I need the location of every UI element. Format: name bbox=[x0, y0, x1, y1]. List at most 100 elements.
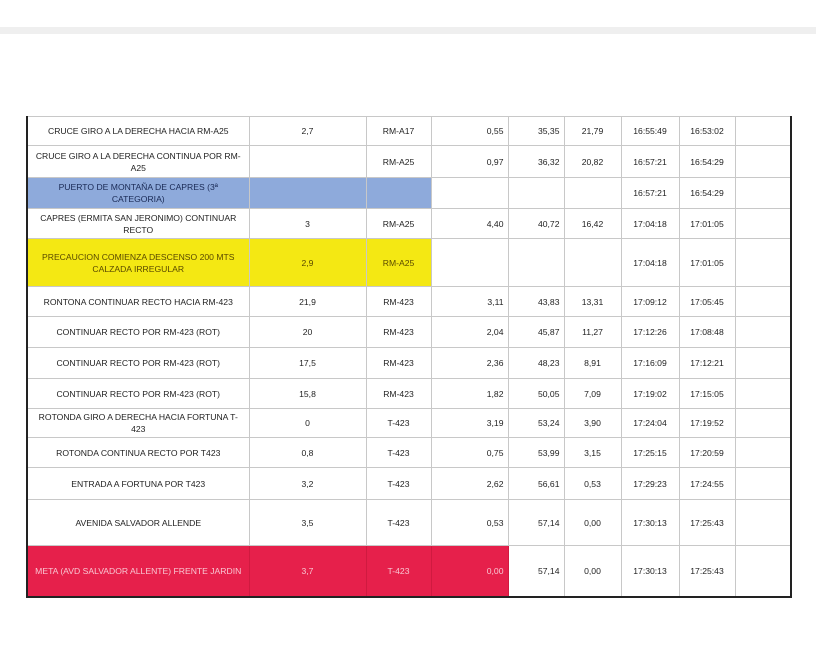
km-partial-cell: 3,7 bbox=[248, 545, 367, 597]
km-partial-cell: 3,5 bbox=[248, 499, 367, 546]
km-remaining-cell: 8,91 bbox=[563, 347, 622, 379]
table-row: ROTONDA GIRO A DERECHA HACIA FORTUNA T-4… bbox=[26, 408, 792, 438]
time-slow-cell: 17:16:09 bbox=[620, 347, 680, 379]
road-cell: RM-A25 bbox=[365, 145, 432, 178]
top-divider-bar bbox=[0, 27, 816, 34]
description-cell: CRUCE GIRO A LA DERECHA CONTINUA POR RM-… bbox=[26, 145, 250, 178]
description-cell: RONTONA CONTINUAR RECTO HACIA RM-423 bbox=[26, 286, 250, 317]
distance-cell: 0,97 bbox=[430, 145, 509, 178]
time-slow-cell: 16:55:49 bbox=[620, 116, 680, 146]
time-fast-cell: 17:12:21 bbox=[678, 347, 736, 379]
distance-cell: 2,04 bbox=[430, 316, 509, 348]
description-cell: CONTINUAR RECTO POR RM-423 (ROT) bbox=[26, 316, 250, 348]
km-partial-cell: 0 bbox=[248, 408, 367, 438]
km-total-cell: 43,83 bbox=[507, 286, 565, 317]
time-fast-cell: 17:08:48 bbox=[678, 316, 736, 348]
time-slow-cell: 17:30:13 bbox=[620, 545, 680, 597]
km-remaining-cell: 3,90 bbox=[563, 408, 622, 438]
distance-cell: 0,00 bbox=[430, 545, 509, 597]
time-fast-cell: 17:24:55 bbox=[678, 467, 736, 500]
km-partial-cell: 20 bbox=[248, 316, 367, 348]
distance-cell: 4,40 bbox=[430, 208, 509, 239]
road-cell: RM-A25 bbox=[365, 238, 432, 287]
description-cell: PRECAUCION COMIENZA DESCENSO 200 MTS CAL… bbox=[26, 238, 250, 287]
km-total-cell: 50,05 bbox=[507, 378, 565, 409]
road-cell: RM-423 bbox=[365, 347, 432, 379]
table-row: ENTRADA A FORTUNA POR T423 3,2 T-423 2,62 56… bbox=[26, 467, 792, 500]
km-remaining-cell: 16,42 bbox=[563, 208, 622, 239]
extra-cell bbox=[734, 378, 792, 409]
distance-cell: 2,62 bbox=[430, 467, 509, 500]
description-cell: ROTONDA CONTINUA RECTO POR T423 bbox=[26, 437, 250, 468]
km-total-cell: 57,14 bbox=[507, 499, 565, 546]
km-total-cell: 45,87 bbox=[507, 316, 565, 348]
extra-cell bbox=[734, 208, 792, 239]
table-row: CRUCE GIRO A LA DERECHA CONTINUA POR RM-… bbox=[26, 145, 792, 178]
description-cell: CRUCE GIRO A LA DERECHA HACIA RM-A25 bbox=[26, 116, 250, 146]
km-remaining-cell bbox=[563, 177, 622, 209]
road-cell: RM-A25 bbox=[365, 208, 432, 239]
km-remaining-cell: 7,09 bbox=[563, 378, 622, 409]
extra-cell bbox=[734, 177, 792, 209]
time-fast-cell: 16:53:02 bbox=[678, 116, 736, 146]
table-row: RONTONA CONTINUAR RECTO HACIA RM-423 21,9… bbox=[26, 286, 792, 317]
time-slow-cell: 17:24:04 bbox=[620, 408, 680, 438]
description-cell: AVENIDA SALVADOR ALLENDE bbox=[26, 499, 250, 546]
road-cell: T-423 bbox=[365, 467, 432, 500]
km-partial-cell bbox=[248, 177, 367, 209]
table-row: CONTINUAR RECTO POR RM-423 (ROT) 17,5 RM-4… bbox=[26, 347, 792, 379]
extra-cell bbox=[734, 116, 792, 146]
km-total-cell: 56,61 bbox=[507, 467, 565, 500]
description-cell: CAPRES (ERMITA SAN JERONIMO) CONTINUAR R… bbox=[26, 208, 250, 239]
km-remaining-cell: 3,15 bbox=[563, 437, 622, 468]
km-partial-cell: 21,9 bbox=[248, 286, 367, 317]
extra-cell bbox=[734, 499, 792, 546]
time-fast-cell: 17:19:52 bbox=[678, 408, 736, 438]
extra-cell bbox=[734, 545, 792, 597]
description-cell: ENTRADA A FORTUNA POR T423 bbox=[26, 467, 250, 500]
table-row: META (AVD SALVADOR ALLENTE) FRENTE JARDI… bbox=[26, 545, 792, 597]
km-remaining-cell bbox=[563, 238, 622, 287]
table-row: CONTINUAR RECTO POR RM-423 (ROT) 20 RM-423… bbox=[26, 316, 792, 348]
distance-cell: 0,53 bbox=[430, 499, 509, 546]
km-remaining-cell: 0,00 bbox=[563, 499, 622, 546]
time-slow-cell: 17:04:18 bbox=[620, 208, 680, 239]
road-cell: T-423 bbox=[365, 545, 432, 597]
km-total-cell bbox=[507, 177, 565, 209]
time-fast-cell: 16:54:29 bbox=[678, 177, 736, 209]
description-cell: PUERTO DE MONTAÑA DE CAPRES (3ª CATEGORI… bbox=[26, 177, 250, 209]
km-remaining-cell: 0,53 bbox=[563, 467, 622, 500]
road-cell: T-423 bbox=[365, 437, 432, 468]
km-partial-cell: 3,2 bbox=[248, 467, 367, 500]
extra-cell bbox=[734, 145, 792, 178]
time-slow-cell: 17:29:23 bbox=[620, 467, 680, 500]
road-cell bbox=[365, 177, 432, 209]
km-partial-cell: 15,8 bbox=[248, 378, 367, 409]
extra-cell bbox=[734, 437, 792, 468]
time-slow-cell: 17:09:12 bbox=[620, 286, 680, 317]
km-partial-cell: 2,9 bbox=[248, 238, 367, 287]
km-total-cell: 35,35 bbox=[507, 116, 565, 146]
route-table-body: CRUCE GIRO A LA DERECHA HACIA RM-A25 2,7 R… bbox=[26, 116, 792, 597]
extra-cell bbox=[734, 467, 792, 500]
table-row: CONTINUAR RECTO POR RM-423 (ROT) 15,8 RM-4… bbox=[26, 378, 792, 409]
time-fast-cell: 17:20:59 bbox=[678, 437, 736, 468]
time-slow-cell: 17:19:02 bbox=[620, 378, 680, 409]
km-remaining-cell: 13,31 bbox=[563, 286, 622, 317]
table-row: PRECAUCION COMIENZA DESCENSO 200 MTS CAL… bbox=[26, 238, 792, 287]
time-slow-cell: 17:30:13 bbox=[620, 499, 680, 546]
time-slow-cell: 16:57:21 bbox=[620, 145, 680, 178]
time-slow-cell: 17:25:15 bbox=[620, 437, 680, 468]
description-cell: CONTINUAR RECTO POR RM-423 (ROT) bbox=[26, 347, 250, 379]
km-total-cell: 40,72 bbox=[507, 208, 565, 239]
time-fast-cell: 17:25:43 bbox=[678, 545, 736, 597]
time-fast-cell: 17:01:05 bbox=[678, 238, 736, 287]
extra-cell bbox=[734, 408, 792, 438]
description-cell: ROTONDA GIRO A DERECHA HACIA FORTUNA T-4… bbox=[26, 408, 250, 438]
time-fast-cell: 17:25:43 bbox=[678, 499, 736, 546]
distance-cell: 3,19 bbox=[430, 408, 509, 438]
road-cell: RM-423 bbox=[365, 378, 432, 409]
time-fast-cell: 16:54:29 bbox=[678, 145, 736, 178]
distance-cell: 0,75 bbox=[430, 437, 509, 468]
km-remaining-cell: 0,00 bbox=[563, 545, 622, 597]
